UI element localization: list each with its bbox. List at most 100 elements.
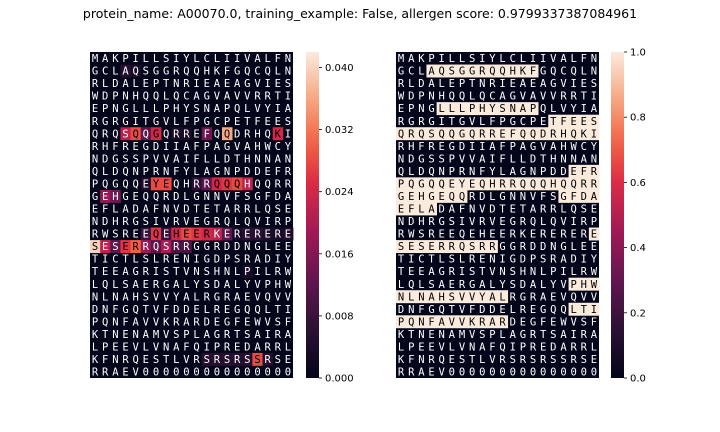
heatmap-cell	[497, 102, 509, 116]
residue-label: E	[581, 241, 587, 253]
residue-label: G	[408, 116, 414, 128]
residue-label: Y	[183, 103, 190, 115]
residue-label: G	[530, 316, 536, 328]
heatmap-cell	[568, 127, 580, 141]
residue-label: D	[560, 166, 566, 178]
residue-label: R	[581, 216, 588, 228]
residue-label: T	[193, 204, 200, 216]
residue-label: Q	[264, 128, 270, 140]
heatmap-cell	[396, 127, 407, 141]
residue-label: A	[479, 153, 486, 165]
residue-label: A	[510, 329, 517, 341]
residue-label: P	[92, 178, 98, 190]
residue-label: R	[581, 329, 588, 341]
residue-label: F	[499, 153, 505, 165]
heatmap-background	[90, 52, 293, 378]
residue-label: A	[173, 341, 180, 353]
residue-label: G	[163, 66, 169, 78]
residue-label: N	[92, 291, 98, 303]
residue-label: E	[183, 229, 189, 241]
residue-label: V	[183, 216, 190, 228]
residue-label: E	[112, 266, 118, 278]
residue-label: A	[112, 367, 119, 379]
residue-label: E	[264, 116, 270, 128]
residue-label: P	[530, 116, 536, 128]
residue-label: R	[530, 341, 537, 353]
residue-label: V	[163, 153, 170, 165]
residue-label: E	[122, 241, 128, 253]
residue-label: A	[499, 91, 506, 103]
residue-label: D	[418, 166, 424, 178]
residue-label: T	[275, 304, 282, 316]
residue-label: L	[570, 304, 576, 316]
residue-label: A	[489, 316, 496, 328]
residue-label: Y	[479, 291, 486, 303]
residue-label: Q	[193, 66, 199, 78]
residue-label: G	[530, 141, 536, 153]
residue-label: T	[499, 204, 506, 216]
residue-label: L	[204, 304, 210, 316]
residue-label: G	[398, 66, 404, 78]
residue-label: W	[254, 316, 261, 328]
residue-label: 0	[560, 367, 566, 379]
residue-label: W	[285, 279, 292, 291]
residue-label: L	[418, 204, 424, 216]
residue-label: T	[275, 91, 282, 103]
residue-label: 0	[479, 367, 485, 379]
residue-label: N	[469, 341, 475, 353]
residue-label: R	[122, 229, 129, 241]
residue-label: T	[581, 91, 588, 103]
residue-label: A	[489, 141, 496, 153]
residue-label: T	[92, 266, 99, 278]
residue-label: F	[560, 116, 566, 128]
residue-label: D	[408, 153, 414, 165]
residue-label: A	[214, 103, 221, 115]
heatmap-cell	[242, 177, 253, 191]
residue-label: R	[122, 354, 129, 366]
residue-label: T	[214, 204, 221, 216]
heatmap-panel-1: M A K P I L L S I Y L C L I I V A L F NG C L A Q S G G R Q Q H K F G Q C Q L N…	[90, 52, 294, 379]
residue-label: E	[264, 166, 270, 178]
heatmap-cell	[538, 127, 549, 141]
residue-label: I	[459, 216, 465, 228]
heatmap-cell	[282, 227, 294, 241]
residue-label: H	[550, 178, 556, 190]
residue-label: R	[469, 254, 476, 266]
residue-label: S	[418, 241, 424, 253]
residue-label: Q	[439, 128, 445, 140]
residue-label: V	[254, 291, 261, 303]
residue-label: V	[560, 279, 567, 291]
residue-label: E	[92, 204, 98, 216]
residue-label: L	[153, 254, 159, 266]
residue-label: S	[449, 291, 455, 303]
residue-label: S	[244, 354, 250, 366]
residue-label: G	[520, 166, 526, 178]
residue-label: L	[408, 78, 414, 90]
heatmap-cell	[487, 64, 498, 78]
heatmap-cell	[201, 227, 213, 241]
residue-label: E	[143, 279, 149, 291]
residue-label: R	[530, 291, 537, 303]
residue-label: G	[459, 116, 465, 128]
residue-label: 0	[591, 367, 597, 379]
residue-label: L	[540, 266, 546, 278]
residue-label: L	[510, 153, 516, 165]
residue-label: G	[112, 153, 118, 165]
residue-label: S	[449, 216, 455, 228]
residue-label: Q	[550, 216, 556, 228]
residue-label: R	[479, 241, 486, 253]
residue-label: R	[92, 367, 99, 379]
residue-label: E	[264, 229, 270, 241]
residue-label: R	[439, 241, 446, 253]
residue-label: A	[479, 279, 486, 291]
residue-label: L	[193, 53, 199, 65]
residue-label: D	[112, 166, 118, 178]
residue-label: V	[254, 216, 261, 228]
residue-label: E	[193, 304, 199, 316]
residue-label: I	[173, 141, 179, 153]
residue-label: G	[214, 291, 220, 303]
residue-label: Y	[489, 103, 496, 115]
heatmap-cell	[252, 227, 263, 241]
heatmap-cell	[517, 177, 529, 191]
residue-label: R	[214, 304, 221, 316]
